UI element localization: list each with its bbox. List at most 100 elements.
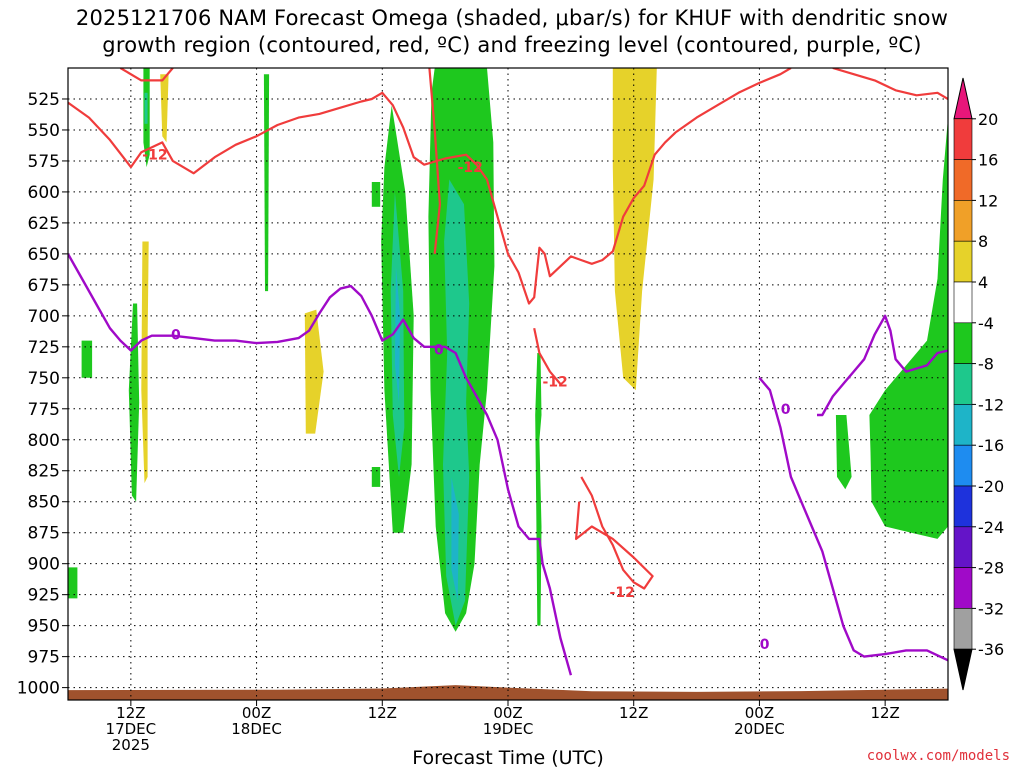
colorbar-segment — [953, 567, 973, 609]
y-tick-label: 875 — [28, 524, 60, 544]
omega-region-11 — [451, 476, 459, 601]
y-tick-label: 525 — [28, 90, 60, 110]
colorbar-segment — [953, 608, 973, 650]
freezing-level-line-1 — [758, 377, 948, 662]
omega-region-8 — [394, 266, 401, 403]
y-tick-label: 750 — [28, 369, 60, 389]
colorbar-segment — [953, 118, 973, 160]
freezing-level-line-2 — [817, 314, 948, 417]
chart-title-line2: growth region (contoured, red, ºC) and f… — [102, 33, 922, 57]
isotherm-m12-line-0 — [68, 68, 792, 305]
y-tick-label: 625 — [28, 214, 60, 234]
y-tick-label: 650 — [28, 245, 60, 265]
x-tick-label: 12Z — [619, 704, 648, 722]
colorbar-label: 12 — [978, 191, 998, 210]
isotherm-m12-label: -12 — [458, 160, 483, 176]
omega-region-19 — [869, 117, 948, 539]
y-tick-label: 975 — [28, 648, 60, 668]
y-tick-label: 700 — [28, 307, 60, 327]
colorbar-label: -12 — [978, 395, 1004, 414]
x-tick-label: 00Z — [242, 704, 271, 722]
y-tick-label: 900 — [28, 555, 60, 575]
y-tick-label: 925 — [28, 586, 60, 606]
plot-area: -12 -12 -12 -12 0 0 0 0 — [68, 68, 948, 700]
colorbar-label: -8 — [978, 355, 994, 374]
x-tick-label: 00Z — [745, 704, 774, 722]
colorbar-label: 8 — [978, 232, 988, 251]
source-credit[interactable]: coolwx.com/models — [866, 748, 1010, 764]
colorbar-segment — [953, 240, 973, 283]
x-tick-label: 19DEC — [483, 720, 534, 738]
y-tick-label: 575 — [28, 152, 60, 172]
y-tick-label: 1000 — [17, 679, 60, 699]
colorbar-label: -24 — [978, 518, 1004, 537]
isotherm-m12-line-1 — [119, 68, 174, 82]
omega-region-4 — [371, 182, 381, 207]
omega-region-16 — [304, 309, 324, 434]
isotherm-m12-label: -12 — [542, 375, 567, 391]
terrain-fill — [68, 685, 948, 700]
y-tick-label: 725 — [28, 338, 60, 358]
omega-region-20 — [835, 415, 852, 490]
y-tick-label: 550 — [28, 121, 60, 141]
isotherm-m12-line-2 — [428, 68, 441, 255]
colorbar-label: -32 — [978, 599, 1004, 618]
x-tick-label: 20DEC — [734, 720, 785, 738]
colorbar-segment — [953, 363, 973, 405]
freezing-level-line-0 — [68, 253, 573, 676]
freezing-level-label: 0 — [781, 402, 791, 418]
x-tick-label: 12Z — [116, 704, 145, 722]
colorbar-label: -28 — [978, 559, 1004, 578]
y-tick-label: 850 — [28, 493, 60, 513]
omega-region-13 — [535, 353, 542, 626]
omega-region-3 — [263, 74, 270, 292]
isotherm-m12-line-3 — [533, 327, 562, 385]
colorbar-label: 16 — [978, 151, 998, 170]
colorbar-label: -36 — [978, 640, 1004, 659]
colorbar-segment — [953, 526, 973, 568]
isotherm-m12-label: -12 — [142, 148, 167, 164]
colorbar-label: -4 — [978, 314, 994, 333]
colorbar-segment — [953, 444, 973, 487]
colorbar-segment — [953, 404, 973, 446]
colorbar-label: 20 — [978, 110, 998, 129]
x-tick-label: 18DEC — [231, 720, 282, 738]
colorbar-top-arrow — [953, 77, 973, 120]
colorbar-segment — [953, 281, 973, 324]
omega-region-2 — [160, 74, 169, 143]
omega-region-18 — [68, 567, 78, 599]
y-tick-label: 950 — [28, 617, 60, 637]
omega-region-10 — [443, 179, 470, 626]
colorbar-segment — [953, 485, 973, 528]
isotherm-m12-label: -12 — [610, 585, 635, 601]
colorbar-bottom-arrow — [953, 648, 973, 691]
y-tick-label: 800 — [28, 431, 60, 451]
colorbar-segment — [953, 200, 973, 242]
omega-region-14 — [128, 303, 140, 502]
chart-title-line1: 2025121706 NAM Forecast Omega (shaded, μ… — [75, 6, 949, 30]
x-tick-label: 2025 — [112, 736, 150, 754]
y-tick-label: 775 — [28, 400, 60, 420]
freezing-level-label: 0 — [171, 327, 181, 343]
omega-region-15 — [141, 241, 149, 484]
isotherm-m12-line-4 — [574, 476, 654, 590]
y-tick-label: 675 — [28, 276, 60, 296]
x-axis-label: Forecast Time (UTC) — [412, 747, 603, 768]
x-tick-label: 17DEC — [106, 720, 157, 738]
colorbar-segment — [953, 322, 973, 364]
colorbar-label: 4 — [978, 273, 988, 292]
freezing-level-label: 0 — [760, 637, 770, 653]
colorbar-segment — [953, 159, 973, 201]
y-tick-label: 825 — [28, 462, 60, 482]
colorbar-label: -20 — [978, 477, 1004, 496]
x-tick-label: 00Z — [493, 704, 522, 722]
colorbar-label: -16 — [978, 436, 1004, 455]
omega-region-1 — [144, 92, 148, 124]
omega-region-17 — [81, 340, 93, 378]
x-tick-label: 12Z — [870, 704, 899, 722]
isotherm-m12-line-5 — [832, 68, 948, 100]
y-tick-label: 600 — [28, 183, 60, 203]
omega-region-5 — [371, 467, 381, 487]
omega-region-12 — [612, 68, 657, 391]
